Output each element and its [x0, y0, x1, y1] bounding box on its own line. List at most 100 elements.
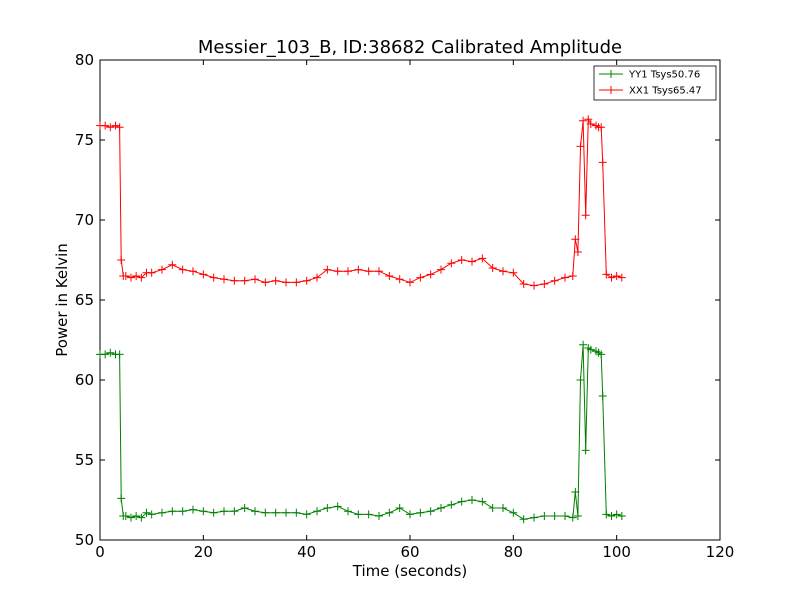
data-point [189, 267, 197, 276]
y-tick-label: 75 [75, 131, 94, 149]
data-point [576, 142, 585, 151]
data-point [598, 392, 607, 400]
x-axis-label: Time (seconds) [352, 562, 468, 580]
data-point [137, 513, 146, 522]
data-point [561, 512, 569, 520]
data-point [586, 345, 595, 354]
data-point [550, 276, 559, 285]
data-point [488, 504, 497, 512]
data-point [209, 508, 218, 517]
y-axis-label: Power in Kelvin [53, 243, 71, 357]
legend-entry-xx1: XX1 Tsys65.47 [599, 86, 702, 97]
x-tick-label: 0 [95, 543, 105, 561]
data-point [617, 512, 626, 520]
data-point [111, 121, 120, 130]
series-1 [96, 115, 626, 290]
data-point [261, 508, 270, 517]
data-point [220, 507, 228, 516]
data-point [612, 272, 621, 280]
y-tick-label: 60 [75, 371, 94, 389]
data-point [220, 275, 228, 284]
legend-label-yy1: YY1 Tsys50.76 [628, 70, 700, 81]
data-point [416, 508, 425, 517]
data-point [168, 260, 177, 269]
data-point [101, 121, 110, 130]
data-point [385, 508, 394, 517]
data-point [168, 507, 177, 516]
data-point [271, 276, 280, 285]
data-point [457, 256, 466, 264]
data-point [395, 504, 404, 512]
y-tick-label: 50 [75, 531, 94, 549]
data-point [385, 272, 394, 280]
data-point [568, 513, 577, 522]
data-point [282, 278, 290, 287]
data-point [602, 510, 611, 519]
data-point [406, 510, 414, 519]
data-point [602, 270, 611, 279]
data-point [375, 512, 383, 520]
chart-title: Messier_103_B, ID:38682 Calibrated Ampli… [198, 37, 622, 58]
data-point [597, 350, 606, 359]
data-point [416, 273, 425, 282]
data-point [117, 256, 126, 264]
data-point [364, 267, 373, 276]
data-point [568, 272, 577, 280]
data-point [354, 265, 363, 274]
data-point [550, 512, 559, 520]
data-point [121, 512, 130, 520]
data-point [509, 508, 518, 517]
data-point [251, 275, 259, 284]
x-tick-label: 100 [602, 543, 631, 561]
x-tick-label: 120 [706, 543, 735, 561]
data-point [447, 500, 456, 509]
x-tick-label: 60 [400, 543, 419, 561]
legend-marker-xx1 [607, 86, 615, 94]
data-point [457, 497, 466, 506]
y-tick-label: 80 [75, 51, 94, 69]
y-tick-label: 55 [75, 451, 94, 469]
data-point [561, 273, 569, 282]
data-point [344, 267, 352, 276]
data-point [586, 120, 595, 128]
data-point [189, 505, 197, 514]
data-point [579, 340, 588, 349]
y-tick-label: 70 [75, 211, 94, 229]
data-point [132, 512, 141, 520]
data-point [488, 264, 497, 272]
data-point [530, 513, 538, 522]
data-point [447, 259, 456, 268]
data-point [240, 276, 249, 285]
data-point [468, 496, 476, 504]
data-point [607, 512, 616, 520]
data-point [612, 510, 621, 519]
data-point [364, 510, 373, 519]
data-point [282, 508, 290, 517]
x-tick-label: 20 [194, 543, 213, 561]
data-point [261, 278, 270, 287]
data-point [313, 507, 321, 516]
data-point [530, 281, 538, 290]
data-point [478, 254, 487, 263]
data-point [437, 504, 445, 512]
data-point [115, 350, 124, 359]
data-point [302, 276, 311, 285]
data-point [607, 273, 616, 282]
y-tick-label: 65 [75, 291, 94, 309]
data-point [573, 512, 582, 520]
x-tick-label: 80 [504, 543, 523, 561]
data-point [158, 265, 166, 274]
data-point [333, 267, 342, 276]
data-point [199, 507, 208, 516]
data-point [106, 123, 115, 132]
data-point [101, 350, 110, 359]
legend: YY1 Tsys50.76 XX1 Tsys65.47 [593, 65, 717, 101]
data-point [142, 508, 151, 517]
data-point [519, 280, 528, 288]
data-point [581, 211, 590, 220]
plot-area: 0 20 40 60 80 100 120 50 55 60 65 70 75 80 [75, 51, 734, 561]
data-point [571, 235, 580, 244]
data-point [395, 275, 404, 284]
data-point [597, 123, 606, 132]
